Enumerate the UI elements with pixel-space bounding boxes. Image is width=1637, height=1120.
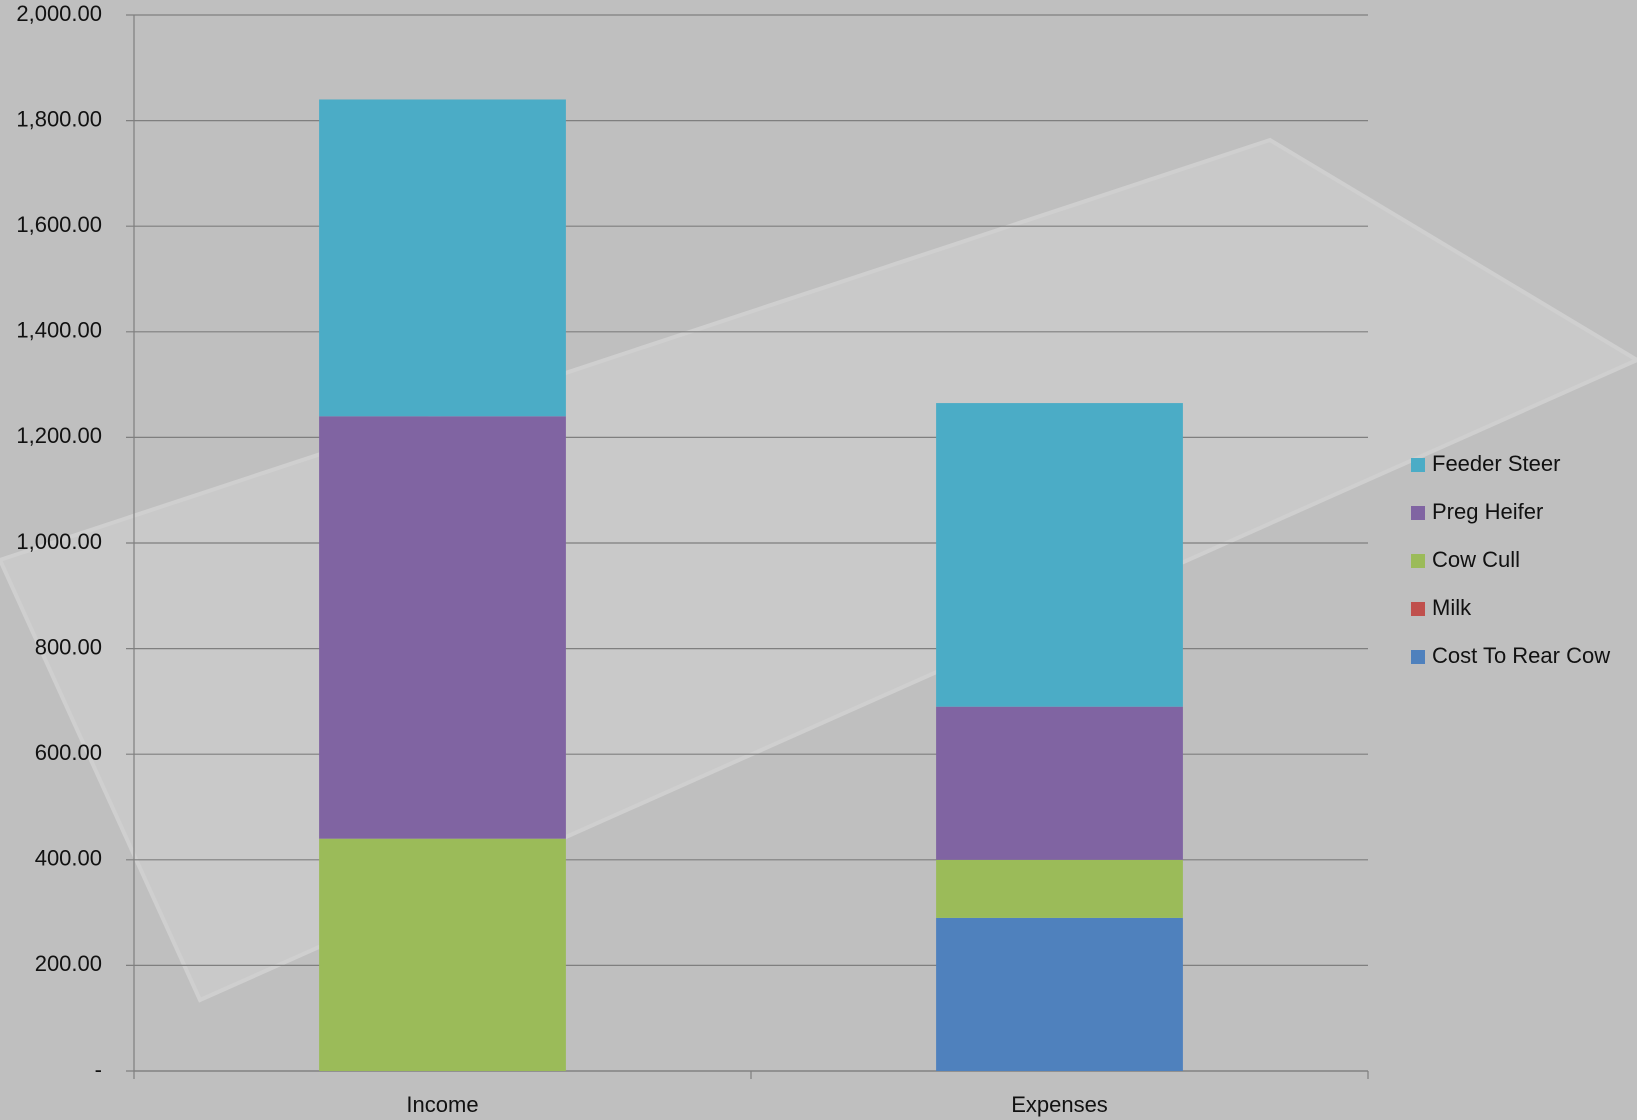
x-tick-label: Expenses bbox=[1011, 1092, 1108, 1117]
legend-label: Cost To Rear Cow bbox=[1432, 643, 1610, 668]
y-tick-label: 800.00 bbox=[35, 634, 102, 659]
legend-swatch bbox=[1411, 506, 1425, 520]
y-tick-label: 400.00 bbox=[35, 846, 102, 871]
y-tick-label: 200.00 bbox=[35, 951, 102, 976]
legend-label: Feeder Steer bbox=[1432, 451, 1560, 476]
bar-segment bbox=[936, 917, 1183, 1071]
legend-swatch bbox=[1411, 554, 1425, 568]
legend-label: Preg Heifer bbox=[1432, 499, 1543, 524]
bar-segment bbox=[936, 859, 1183, 918]
legend-swatch bbox=[1411, 602, 1425, 616]
legend-label: Cow Cull bbox=[1432, 547, 1520, 572]
legend-swatch bbox=[1411, 650, 1425, 664]
y-tick-label: 1,600.00 bbox=[16, 212, 102, 237]
legend-swatch bbox=[1411, 458, 1425, 472]
legend-label: Milk bbox=[1432, 595, 1472, 620]
watermark-plate bbox=[0, 137, 1637, 1003]
y-tick-label: 2,000.00 bbox=[16, 1, 102, 26]
x-tick-label: Income bbox=[406, 1092, 478, 1117]
watermark bbox=[0, 137, 1637, 1003]
y-tick-label: 1,400.00 bbox=[16, 318, 102, 343]
bar-segment bbox=[319, 99, 566, 417]
y-tick-label: 1,800.00 bbox=[16, 106, 102, 131]
y-tick-label: - bbox=[95, 1057, 102, 1082]
bar-segment bbox=[319, 416, 566, 839]
bar-segment bbox=[319, 838, 566, 1071]
y-tick-label: 1,000.00 bbox=[16, 529, 102, 554]
y-tick-label: 1,200.00 bbox=[16, 423, 102, 448]
bar-segment bbox=[936, 403, 1183, 707]
y-tick-label: 600.00 bbox=[35, 740, 102, 765]
bar-segment bbox=[936, 706, 1183, 860]
